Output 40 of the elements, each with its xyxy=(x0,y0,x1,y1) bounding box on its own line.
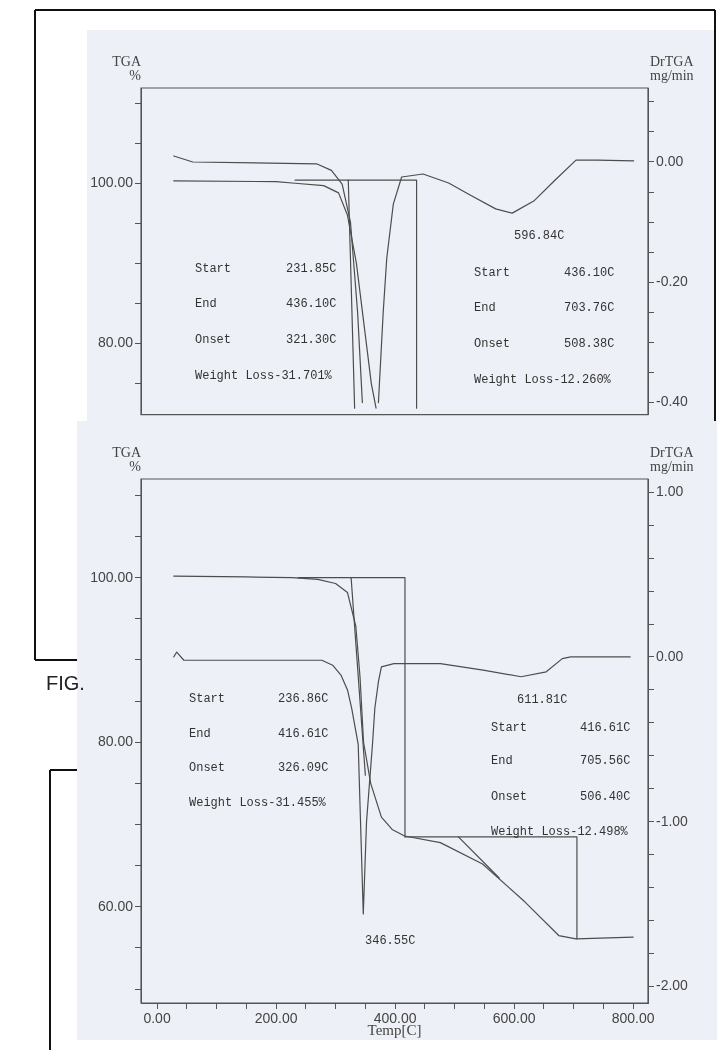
y2-tick-label: -0.40 xyxy=(656,393,689,410)
y2-tick-label: -1.00 xyxy=(656,812,689,829)
y2-tick-label: 0.00 xyxy=(656,647,684,664)
y2-tick-label: -2.00 xyxy=(656,977,689,994)
y-tick-label: 100.00 xyxy=(90,568,134,585)
x-tick-label: 200.00 xyxy=(254,1010,298,1027)
text: Onset 506.40C xyxy=(491,790,631,804)
text: End 416.61C xyxy=(189,727,329,741)
text: End 703.76C xyxy=(474,301,615,315)
annotation: Weight Loss-12.260% xyxy=(474,373,612,387)
y-tick-label: 80.00 xyxy=(97,733,134,750)
text: Onset 508.38C xyxy=(474,337,615,351)
text: FIG. xyxy=(46,672,85,695)
y-axis-title: TGA % xyxy=(112,54,142,83)
text: Start 236.86C xyxy=(189,692,329,706)
y2-axis-title: DrTGA mg/min xyxy=(650,54,695,83)
y2-tick-label: 1.00 xyxy=(656,483,684,500)
y-tick-label: 100.00 xyxy=(90,174,134,191)
text: Onset 321.30C xyxy=(195,333,337,347)
text: End 705.56C xyxy=(491,754,631,768)
annotation: 611.81C xyxy=(517,693,568,707)
annotation: Weight Loss-31.455% xyxy=(189,796,327,810)
text: Start 231.85C xyxy=(195,262,337,276)
y2-tick-label: 0.00 xyxy=(656,152,684,169)
x-tick-label: 800.00 xyxy=(611,1010,655,1027)
y-tick-label: 60.00 xyxy=(97,897,134,914)
x-tick-label: 0.00 xyxy=(143,1010,171,1027)
y-tick-label: 80.00 xyxy=(97,334,134,351)
x-tick-label: 600.00 xyxy=(492,1010,536,1027)
y2-tick-label: -0.20 xyxy=(656,273,689,290)
y2-axis-title: DrTGA mg/min xyxy=(650,445,695,474)
y-axis-title: TGA % xyxy=(112,445,142,474)
text: Start 436.10C xyxy=(474,266,615,280)
text: Onset 326.09C xyxy=(189,761,329,775)
text: Start 416.61C xyxy=(491,721,631,735)
annotation: 596.84C xyxy=(514,229,565,243)
text: End 436.10C xyxy=(195,297,337,311)
annotation: Weight Loss-31.701% xyxy=(195,369,333,383)
annotation: 346.55C xyxy=(365,934,416,948)
annotation: Weight Loss-12.498% xyxy=(491,825,629,839)
